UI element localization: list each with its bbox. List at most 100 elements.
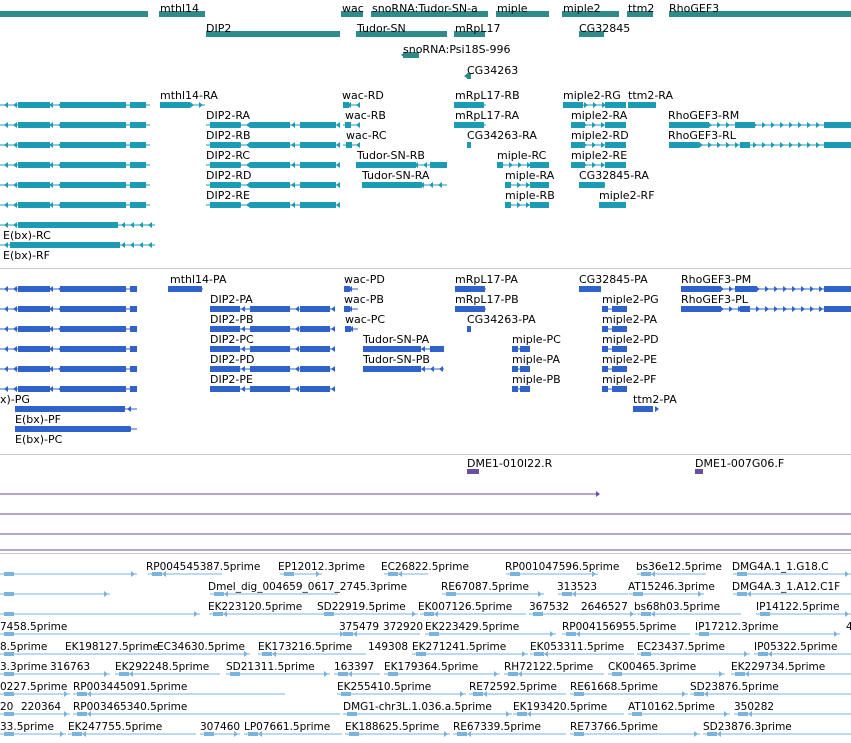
- protein-ebx-strand-arrow[interactable]: [13, 306, 17, 312]
- transcript-ebx-exon[interactable]: [60, 142, 126, 148]
- transcript-dip2-exon[interactable]: [250, 142, 290, 148]
- transcript-ebx-strand-arrow[interactable]: [40, 202, 44, 208]
- protein-ebx-strand-arrow[interactable]: [22, 286, 26, 292]
- protein-dip2-strand-arrow[interactable]: [232, 326, 236, 332]
- protein-dip2-strand-arrow[interactable]: [268, 386, 272, 392]
- transcript-dip2-strand-arrow[interactable]: [309, 142, 313, 148]
- gene-label[interactable]: ttm2: [628, 2, 655, 15]
- protein-ebx-strand-arrow[interactable]: [4, 366, 8, 372]
- transcript-ebx-strand-arrow[interactable]: [112, 202, 116, 208]
- est-strand-arrow[interactable]: [87, 691, 91, 697]
- transcript-ebx-strand-arrow[interactable]: [103, 162, 107, 168]
- transcript-dip2-strand-arrow[interactable]: [210, 122, 214, 128]
- gene-bar[interactable]: [454, 31, 485, 37]
- est-label[interactable]: DMG4A.1_1.G18.C: [732, 561, 829, 573]
- est-strand-arrow[interactable]: [129, 671, 133, 677]
- transcript-label[interactable]: E(bx)-RC: [3, 229, 51, 242]
- protein-ebx-exon[interactable]: [60, 386, 126, 392]
- est-label[interactable]: 375479: [339, 621, 380, 633]
- transcript-ebx-strand-arrow[interactable]: [85, 102, 89, 108]
- protein-tudor-strand-arrow[interactable]: [439, 346, 443, 352]
- est-label[interactable]: SD23876.3prime: [703, 721, 792, 733]
- transcript-mthl14-strand-arrow[interactable]: [181, 102, 185, 108]
- protein-ebx-strand-arrow[interactable]: [31, 366, 35, 372]
- est-strand-arrow[interactable]: [744, 651, 748, 657]
- protein-ttm2-strand-arrow[interactable]: [655, 406, 659, 412]
- transcript-dip2-strand-arrow[interactable]: [228, 122, 232, 128]
- protein-miple-strand-arrow[interactable]: [524, 386, 528, 392]
- transcript-rhogef3-strand-arrow[interactable]: [681, 122, 685, 128]
- protein-wac-exon[interactable]: [344, 306, 350, 312]
- clone-strand-arrow[interactable]: [596, 491, 600, 497]
- protein-ebx-strand-arrow[interactable]: [40, 306, 44, 312]
- protein-cg34263-exon[interactable]: [467, 326, 471, 332]
- transcript-miple2-strand-arrow[interactable]: [619, 142, 623, 148]
- protein-miple-strand-arrow[interactable]: [524, 366, 528, 372]
- transcript-rhogef3-strand-arrow[interactable]: [771, 142, 775, 148]
- protein-label[interactable]: DIP2-PE: [210, 373, 253, 386]
- protein-ebx-strand-arrow[interactable]: [76, 326, 80, 332]
- transcript-dip2-strand-arrow[interactable]: [300, 122, 304, 128]
- transcript-mrpl17-strand-arrow[interactable]: [466, 102, 470, 108]
- protein-miple2-strand-arrow[interactable]: [614, 346, 618, 352]
- transcript-label[interactable]: miple-RA: [505, 169, 555, 182]
- transcript-dip2-strand-arrow[interactable]: [237, 142, 241, 148]
- protein-ebx-strand-arrow[interactable]: [67, 286, 71, 292]
- transcript-miple2-strand-arrow[interactable]: [584, 102, 588, 108]
- transcript-ebx-strand-arrow[interactable]: [112, 222, 116, 228]
- est-label[interactable]: DMG4A.3_1.A12.C1F: [732, 581, 841, 593]
- protein-tudor-strand-arrow[interactable]: [430, 366, 434, 372]
- protein-ebx-strand-arrow[interactable]: [4, 326, 8, 332]
- est-strand-arrow[interactable]: [576, 631, 580, 637]
- transcript-wac-strand-arrow[interactable]: [347, 142, 351, 148]
- est-strand-arrow[interactable]: [82, 731, 86, 737]
- protein-ebx-strand-arrow[interactable]: [13, 346, 17, 352]
- transcript-dip2-strand-arrow[interactable]: [264, 202, 268, 208]
- transcript-dip2-strand-arrow[interactable]: [219, 142, 223, 148]
- est-label[interactable]: 313523: [557, 581, 598, 593]
- transcript-dip2-strand-arrow[interactable]: [336, 202, 340, 208]
- protein-label[interactable]: wac-PC: [345, 313, 386, 326]
- protein-dip2-strand-arrow[interactable]: [232, 366, 236, 372]
- transcript-dip2-exon[interactable]: [210, 142, 240, 148]
- gene-label[interactable]: mthl14: [160, 2, 200, 15]
- transcript-rhogef3-strand-arrow[interactable]: [834, 122, 838, 128]
- transcript-label[interactable]: DIP2-RE: [206, 189, 250, 202]
- protein-ebx-strand-arrow[interactable]: [37, 406, 41, 412]
- transcript-rhogef3-strand-arrow[interactable]: [816, 142, 820, 148]
- est-exon[interactable]: [4, 612, 14, 616]
- transcript-rhogef3-strand-arrow[interactable]: [690, 142, 694, 148]
- transcript-label[interactable]: DIP2-RD: [206, 169, 252, 182]
- protein-ebx-strand-arrow[interactable]: [109, 406, 113, 412]
- protein-rhogef3-strand-arrow[interactable]: [819, 286, 823, 292]
- protein-rhogef3-strand-arrow[interactable]: [774, 286, 778, 292]
- transcript-tudor-strand-arrow[interactable]: [375, 182, 379, 188]
- transcript-dip2-strand-arrow[interactable]: [264, 122, 268, 128]
- protein-label[interactable]: CG32845-PA: [579, 273, 648, 286]
- gene-bar[interactable]: [0, 11, 148, 17]
- transcript-rhogef3-strand-arrow[interactable]: [798, 122, 802, 128]
- transcript-ebx-strand-arrow[interactable]: [121, 202, 125, 208]
- transcript-dip2-strand-arrow[interactable]: [246, 162, 250, 168]
- transcript-dip2-strand-arrow[interactable]: [228, 182, 232, 188]
- transcript-dip2-strand-arrow[interactable]: [210, 202, 214, 208]
- transcript-ebx-strand-arrow[interactable]: [49, 162, 53, 168]
- transcript-miple-strand-arrow[interactable]: [535, 182, 539, 188]
- transcript-dip2-strand-arrow[interactable]: [282, 142, 286, 148]
- protein-ebx-strand-arrow[interactable]: [130, 286, 134, 292]
- transcript-ebx-strand-arrow[interactable]: [4, 102, 8, 108]
- gene-strand-arrow[interactable]: [464, 73, 468, 79]
- est-exon[interactable]: [641, 612, 651, 616]
- protein-ttm2-exon[interactable]: [633, 406, 653, 412]
- protein-ebx-strand-arrow[interactable]: [76, 386, 80, 392]
- protein-ebx-strand-arrow[interactable]: [94, 326, 98, 332]
- transcript-mthl14-strand-arrow[interactable]: [163, 102, 167, 108]
- protein-ebx-strand-arrow[interactable]: [100, 406, 104, 412]
- transcript-miple2-strand-arrow[interactable]: [575, 102, 579, 108]
- est-exon[interactable]: [4, 672, 14, 676]
- est-exon[interactable]: [510, 572, 520, 576]
- transcript-mrpl17-strand-arrow[interactable]: [457, 122, 461, 128]
- transcript-rhogef3-strand-arrow[interactable]: [717, 142, 721, 148]
- protein-miple2-strand-arrow[interactable]: [623, 346, 627, 352]
- transcript-ebx-strand-arrow[interactable]: [4, 202, 8, 208]
